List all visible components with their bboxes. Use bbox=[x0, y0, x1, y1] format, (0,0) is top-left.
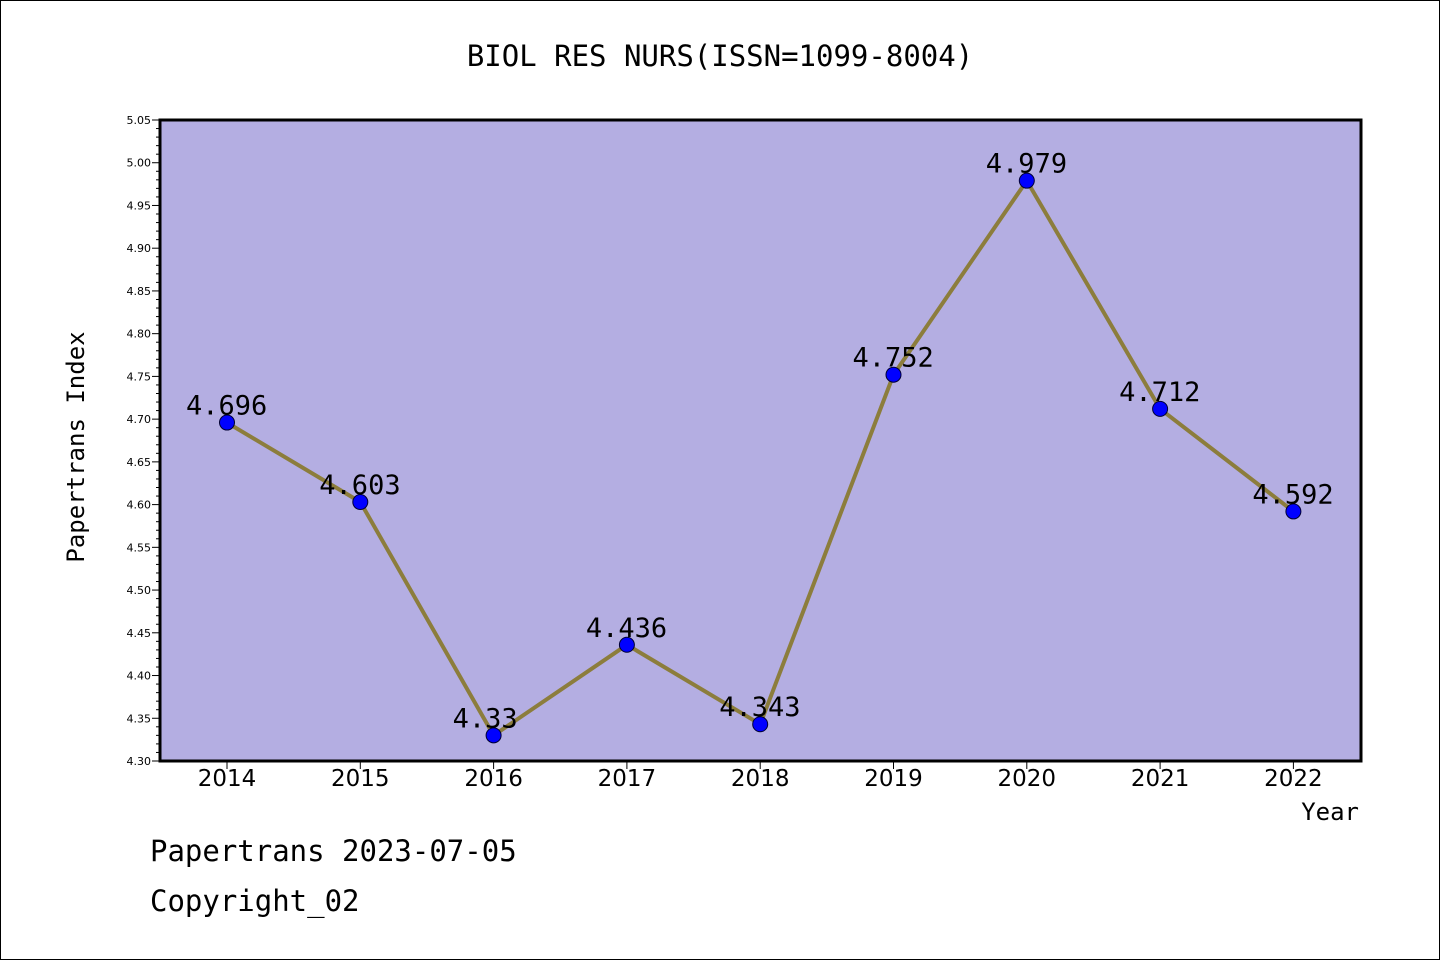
y-tick-label: 4.95 bbox=[127, 199, 152, 212]
data-point bbox=[1018, 172, 1035, 189]
x-tick-label: 2022 bbox=[1264, 766, 1323, 792]
x-tick-label: 2018 bbox=[731, 766, 790, 792]
y-tick-label: 4.90 bbox=[127, 242, 152, 255]
data-point bbox=[485, 727, 502, 744]
y-tick-label: 4.60 bbox=[127, 499, 152, 512]
y-axis-label: Papertrans Index bbox=[62, 331, 90, 562]
y-tick-label: 5.05 bbox=[127, 114, 152, 127]
x-tick-label: 2021 bbox=[1131, 766, 1190, 792]
footer-copyright: Copyright_02 bbox=[150, 884, 360, 918]
x-tick-label: 2019 bbox=[864, 766, 923, 792]
x-tick-label: 2020 bbox=[998, 766, 1057, 792]
data-point bbox=[352, 494, 369, 511]
data-label: 4.712 bbox=[1119, 377, 1200, 408]
y-tick-label: 4.65 bbox=[127, 456, 152, 469]
y-tick-label: 4.70 bbox=[127, 413, 152, 426]
y-tick-label: 4.40 bbox=[127, 670, 152, 683]
data-point bbox=[1285, 503, 1302, 520]
x-tick-label: 2017 bbox=[598, 766, 657, 792]
chart-title: BIOL RES NURS(ISSN=1099-8004) bbox=[467, 39, 973, 73]
data-point bbox=[1152, 400, 1169, 417]
data-label: 4.979 bbox=[986, 149, 1067, 180]
data-label: 4.343 bbox=[719, 692, 800, 723]
data-label: 4.696 bbox=[186, 391, 267, 422]
y-tick-label: 4.55 bbox=[127, 541, 152, 554]
y-tick-label: 4.85 bbox=[127, 285, 152, 298]
x-tick-label: 2016 bbox=[464, 766, 523, 792]
data-label: 4.752 bbox=[853, 343, 934, 374]
data-point bbox=[885, 366, 902, 383]
y-tick-label: 4.35 bbox=[127, 712, 152, 725]
y-axis: 4.30 4.35 4.40 4.45 4.50 4.55 4.60 4.65 4.70 4.75… bbox=[127, 114, 160, 768]
x-axis-label: Year bbox=[1301, 798, 1359, 826]
data-point bbox=[752, 716, 769, 733]
data-point bbox=[219, 414, 235, 431]
data-label: 4.603 bbox=[319, 470, 400, 501]
y-tick-label: 4.30 bbox=[127, 755, 152, 768]
y-tick-label: 4.75 bbox=[127, 370, 152, 383]
x-tick-label: 2014 bbox=[198, 766, 257, 792]
y-tick-label: 4.50 bbox=[127, 584, 152, 597]
data-label: 4.33 bbox=[453, 703, 518, 734]
data-point bbox=[618, 636, 635, 653]
footer-date: Papertrans 2023-07-05 bbox=[150, 834, 517, 868]
data-label: 4.436 bbox=[586, 613, 667, 644]
y-tick-label: 4.80 bbox=[127, 328, 152, 341]
data-label: 4.592 bbox=[1252, 479, 1333, 510]
y-tick-label: 4.45 bbox=[127, 627, 152, 640]
x-axis: 2014 2015 2016 2017 2018 2019 2020 2021 2022 bbox=[198, 761, 1323, 792]
x-tick-label: 2015 bbox=[331, 766, 390, 792]
plot-area bbox=[158, 118, 1363, 763]
series-layer: 4.696 4.603 4.33 4.436 4.343 4.752 4.979 4.712 4… bbox=[186, 149, 1334, 744]
y-tick-label: 5.00 bbox=[127, 157, 152, 170]
